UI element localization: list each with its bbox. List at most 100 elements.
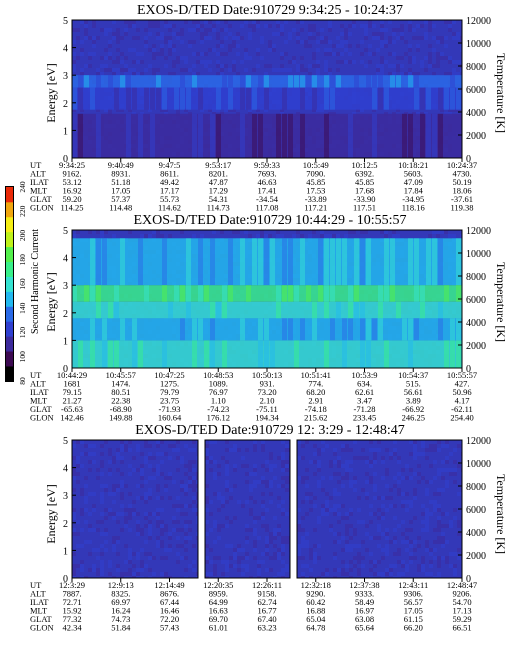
heatmap-cell bbox=[222, 285, 227, 302]
colorbar-cell bbox=[6, 216, 13, 233]
heatmap-cell bbox=[148, 456, 152, 460]
heatmap-cell bbox=[441, 536, 445, 540]
heatmap-cell bbox=[152, 230, 156, 234]
heatmap-cell bbox=[325, 568, 329, 572]
heatmap-cell bbox=[225, 568, 229, 572]
y-tick-label: 1 bbox=[63, 336, 68, 347]
heatmap-cell bbox=[252, 87, 257, 110]
heatmap-cell bbox=[365, 480, 369, 484]
heatmap-cell bbox=[120, 512, 124, 516]
heatmap-cell bbox=[324, 36, 328, 40]
heatmap-cell bbox=[425, 572, 429, 576]
heatmap-cell bbox=[88, 64, 92, 68]
heatmap-cell bbox=[377, 496, 381, 500]
heatmap-cell bbox=[148, 24, 152, 28]
heatmap-cell bbox=[156, 484, 160, 488]
heatmap-cell bbox=[281, 536, 285, 540]
heatmap-cell bbox=[269, 536, 273, 540]
heatmap-cell bbox=[433, 556, 437, 560]
ephemeris-value: 254.40 bbox=[450, 413, 473, 423]
heatmap-cell bbox=[261, 448, 265, 452]
heatmap-cell bbox=[160, 48, 164, 52]
heatmap-cell bbox=[160, 36, 164, 40]
heatmap-cell bbox=[132, 468, 136, 472]
heatmap-cell bbox=[252, 28, 256, 32]
heatmap-cell bbox=[297, 524, 301, 528]
ephemeris-value: 53.12 bbox=[62, 177, 81, 187]
heatmap-cell bbox=[437, 488, 441, 492]
heatmap-cell bbox=[264, 24, 268, 28]
plot-frame bbox=[71, 439, 199, 579]
heatmap-cell bbox=[365, 456, 369, 460]
heatmap-cell bbox=[192, 544, 196, 548]
heatmap-cell bbox=[425, 456, 429, 460]
heatmap-cell bbox=[453, 572, 457, 576]
heatmap-cell bbox=[184, 504, 188, 508]
heatmap-cell bbox=[72, 572, 76, 576]
heatmap-cell bbox=[96, 556, 100, 560]
heatmap-cell bbox=[140, 472, 144, 476]
heatmap-cell bbox=[136, 524, 140, 528]
heatmap-cell bbox=[220, 230, 224, 234]
heatmap-cell bbox=[96, 238, 101, 286]
heatmap-cell bbox=[393, 576, 397, 578]
heatmap-cell bbox=[420, 24, 424, 28]
heatmap-cell bbox=[84, 75, 89, 88]
heatmap-cell bbox=[397, 524, 401, 528]
heatmap-cell bbox=[389, 496, 393, 500]
heatmap-cell bbox=[432, 230, 436, 234]
heatmap-cell bbox=[237, 500, 241, 504]
heatmap-cell bbox=[460, 44, 462, 48]
heatmap-cell bbox=[324, 64, 328, 68]
heatmap-cell bbox=[424, 36, 428, 40]
heatmap-cell bbox=[441, 488, 445, 492]
heatmap-cell bbox=[385, 572, 389, 576]
heatmap-cell bbox=[260, 40, 264, 44]
heatmap-cell bbox=[288, 285, 293, 302]
heatmap-cell bbox=[184, 568, 188, 572]
heatmap-cell bbox=[385, 496, 389, 500]
heatmap-cell bbox=[392, 32, 396, 36]
heatmap-cell bbox=[340, 40, 344, 44]
heatmap-cell bbox=[425, 448, 429, 452]
heatmap-cell bbox=[232, 108, 236, 112]
heatmap-cell bbox=[344, 40, 348, 44]
heatmap-cell bbox=[384, 230, 388, 234]
heatmap-cell bbox=[305, 544, 309, 548]
heatmap-cell bbox=[216, 108, 220, 112]
colorbar-tick-label: 220 bbox=[18, 205, 27, 217]
heatmap-cell bbox=[336, 301, 341, 319]
heatmap-cell bbox=[345, 524, 349, 528]
ephemeris-value: 17.41 bbox=[257, 186, 276, 196]
heatmap-cell bbox=[445, 560, 449, 564]
heatmap-cell bbox=[96, 108, 100, 112]
heatmap-cell bbox=[356, 44, 360, 48]
heatmap-cell bbox=[265, 468, 269, 472]
heatmap-cell bbox=[413, 548, 417, 552]
heatmap-cell bbox=[364, 36, 368, 40]
heatmap-cell bbox=[369, 520, 373, 524]
heatmap-cell bbox=[156, 32, 160, 36]
heatmap-cell bbox=[376, 64, 380, 68]
ephemeris-value: 16.92 bbox=[62, 186, 81, 196]
heatmap-cell bbox=[384, 40, 388, 44]
heatmap-cell bbox=[249, 576, 253, 578]
heatmap-cell bbox=[245, 540, 249, 544]
heatmap-cell bbox=[245, 500, 249, 504]
heatmap-cell bbox=[128, 556, 132, 560]
heatmap-cell bbox=[453, 552, 457, 556]
heatmap-cell bbox=[428, 60, 432, 64]
heatmap-cell bbox=[325, 572, 329, 576]
heatmap-cell bbox=[441, 476, 445, 480]
heatmap-cell bbox=[78, 340, 83, 368]
heatmap-cell bbox=[156, 516, 160, 520]
heatmap-cell bbox=[273, 532, 277, 536]
heatmap-cell bbox=[365, 472, 369, 476]
colorbar-tick-label: 80 bbox=[18, 377, 27, 385]
heatmap-cell bbox=[72, 113, 77, 158]
heatmap-cell bbox=[408, 340, 413, 368]
heatmap-cell bbox=[196, 532, 198, 536]
ephemeris-value: 66.51 bbox=[452, 623, 471, 633]
heatmap-cell bbox=[368, 44, 372, 48]
ephemeris-value: -75.11 bbox=[256, 404, 278, 414]
